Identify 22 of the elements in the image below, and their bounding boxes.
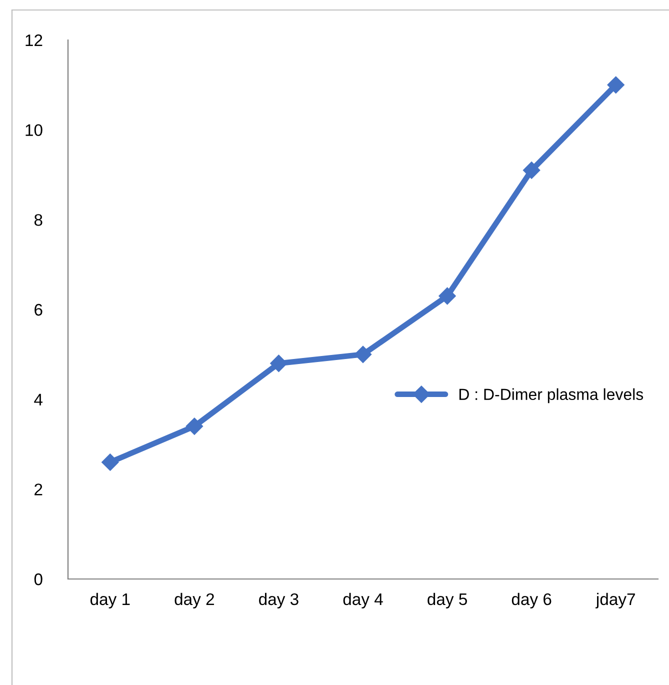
- x-tick-label: day 6: [512, 592, 552, 608]
- y-tick-label: 12: [26, 34, 42, 46]
- y-tick-label: 2: [34, 484, 42, 496]
- point: [438, 287, 456, 305]
- y-tick-label: 4: [34, 394, 43, 406]
- x-tick-label: day 5: [428, 592, 467, 608]
- x-tick-label: day 2: [174, 592, 214, 608]
- legend-label: D : D-Dimer plasma levels: [459, 388, 644, 404]
- y-tick-label: 8: [34, 214, 42, 226]
- x-tick-label: day 1: [90, 592, 130, 608]
- point: [607, 76, 624, 94]
- point: [186, 418, 203, 435]
- y-tick-label: 6: [34, 304, 42, 316]
- point: [270, 354, 288, 372]
- x-tick-label: day 3: [259, 592, 298, 608]
- point: [523, 162, 540, 179]
- x-tick-label: day 4: [343, 592, 383, 608]
- x-tick-label: jday7: [596, 592, 635, 608]
- y-tick-label: 0: [34, 573, 42, 586]
- point: [102, 454, 119, 471]
- point: [354, 346, 372, 363]
- y-tick-label: 10: [26, 124, 42, 136]
